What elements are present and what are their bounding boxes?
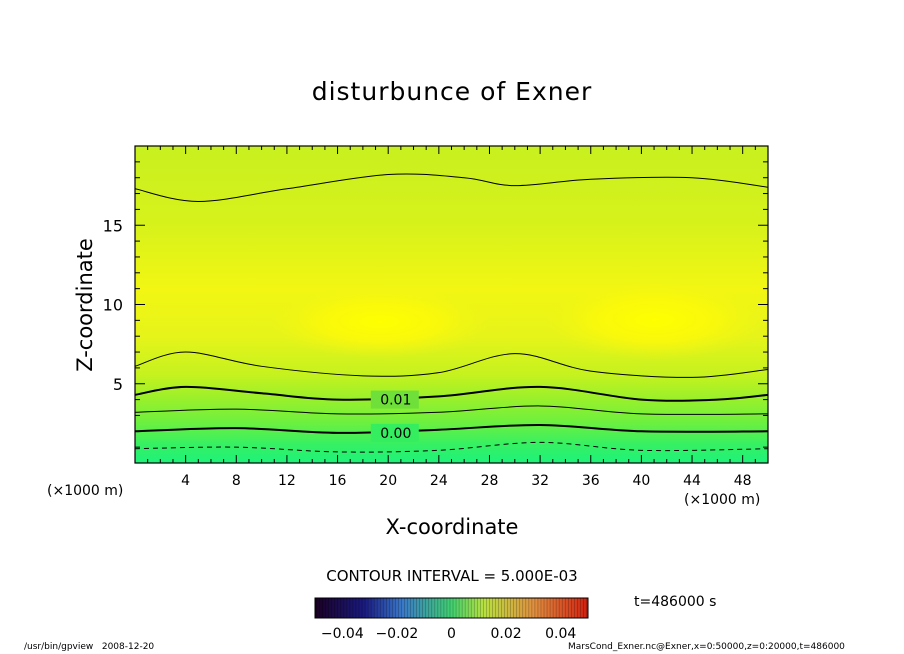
colorbar-tick-label-2: 0 xyxy=(447,626,456,642)
colorbar-tick-label-4: 0.04 xyxy=(545,626,576,642)
contour-label-bg-0 xyxy=(370,390,419,409)
chart-title: disturbunce of Exner xyxy=(311,77,593,106)
time-label: t=486000 s xyxy=(634,594,717,610)
maximum-region-1 xyxy=(270,286,490,358)
colorbar-tick-label-1: −0.02 xyxy=(375,626,418,642)
x-tick-label-3: 16 xyxy=(329,473,347,489)
y-tick-label-1: 10 xyxy=(103,296,123,315)
x-tick-label-1: 8 xyxy=(232,473,241,489)
colorbar-tick-label-3: 0.02 xyxy=(491,626,522,642)
contour-line-1 xyxy=(135,423,768,434)
contour-line-3 xyxy=(135,385,768,402)
x-tick-label-8: 36 xyxy=(582,473,600,489)
contour-label-bg-1 xyxy=(370,423,419,442)
colorbar-tick-label-0: −0.04 xyxy=(321,626,364,642)
y-tick-label-0: 5 xyxy=(113,375,123,394)
y-tick-label-2: 15 xyxy=(103,216,123,235)
maximum-region-2 xyxy=(545,280,765,360)
y-axis-label: Z-coordinate xyxy=(73,238,97,372)
contour-line-4 xyxy=(135,351,768,378)
x-tick-label-4: 20 xyxy=(379,473,397,489)
x-tick-label-10: 44 xyxy=(683,473,701,489)
contour-line-0 xyxy=(135,441,768,453)
x-tick-label-9: 40 xyxy=(632,473,650,489)
contour-line-2 xyxy=(135,405,768,415)
x-tick-label-7: 32 xyxy=(531,473,549,489)
contour-label-0: 0.01 xyxy=(380,393,411,409)
footer-left: /usr/bin/gpview 2008-12-20 xyxy=(24,642,155,652)
contour-line-5 xyxy=(135,173,768,202)
x-tick-label-11: 48 xyxy=(734,473,752,489)
footer-right: MarsCond_Exner.nc@Exner,x=0:50000,z=0:20… xyxy=(568,642,845,652)
x-tick-label-5: 24 xyxy=(430,473,448,489)
x-unit-left: (×1000 m) xyxy=(47,483,124,499)
contour-label-1: 0.00 xyxy=(380,426,411,442)
x-axis-label: X-coordinate xyxy=(385,515,519,539)
x-tick-label-0: 4 xyxy=(181,473,190,489)
x-tick-label-6: 28 xyxy=(481,473,499,489)
x-unit-right: (×1000 m) xyxy=(684,492,761,508)
colorbar xyxy=(315,598,588,618)
contour-interval: CONTOUR INTERVAL = 5.000E-03 xyxy=(326,567,578,585)
x-tick-label-2: 12 xyxy=(278,473,296,489)
